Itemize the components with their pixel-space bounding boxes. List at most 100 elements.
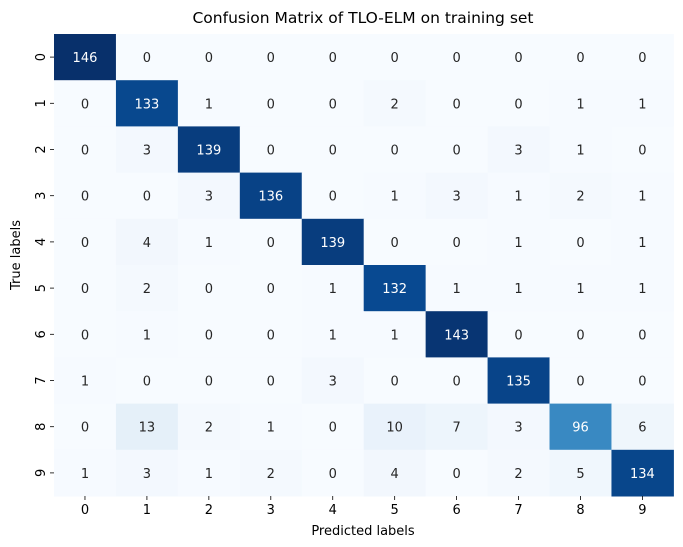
cell-value-label: 134 — [630, 467, 655, 482]
heatmap-cell — [239, 172, 303, 220]
y-tick-label: 0 — [34, 53, 49, 61]
cell-value-label: 132 — [382, 282, 407, 297]
y-tick-label: 5 — [34, 284, 49, 292]
heatmap-cell — [549, 449, 612, 497]
heatmap-cell — [54, 449, 117, 497]
heatmap-cell — [115, 357, 179, 405]
y-tick-label: 9 — [34, 469, 49, 477]
heatmap-cell — [549, 403, 612, 451]
cell-value-label: 0 — [81, 421, 89, 436]
cell-value-label: 96 — [572, 421, 589, 436]
heatmap-cell — [425, 311, 489, 358]
cell-value-label: 7 — [452, 421, 460, 436]
heatmap-cell — [177, 34, 241, 81]
heatmap-cell — [115, 311, 179, 358]
heatmap-cell — [301, 449, 365, 497]
heatmap-cell — [611, 80, 674, 127]
y-tick-label: 3 — [34, 192, 49, 200]
heatmap-cell — [487, 403, 551, 451]
cell-value-label: 1 — [143, 328, 151, 343]
heatmap-cell — [239, 34, 303, 81]
heatmap-cell — [301, 80, 365, 127]
cell-value-label: 1 — [638, 282, 646, 297]
heatmap-cell — [487, 265, 551, 312]
heatmap-cell — [177, 449, 241, 497]
x-tick-label: 4 — [329, 503, 337, 518]
y-axis-title: True labels — [9, 220, 24, 291]
heatmap-cell — [239, 357, 303, 405]
y-tick-label: 4 — [34, 238, 49, 246]
x-tick-label: 2 — [205, 503, 213, 518]
x-tick-label: 3 — [267, 503, 275, 518]
heatmap-cell — [363, 403, 427, 451]
heatmap-cell — [487, 80, 551, 127]
cell-value-label: 1 — [391, 190, 399, 205]
heatmap-cell — [301, 357, 365, 405]
cell-value-label: 0 — [576, 236, 584, 251]
heatmap-cell — [611, 172, 674, 220]
heatmap-cell — [363, 265, 427, 312]
cell-value-label: 0 — [267, 375, 275, 390]
cell-value-label: 3 — [514, 421, 522, 436]
cell-value-label: 0 — [329, 51, 337, 66]
heatmap-cell — [177, 172, 241, 220]
heatmap-cell — [239, 80, 303, 127]
cell-value-label: 0 — [267, 282, 275, 297]
x-tick-label: 9 — [638, 503, 646, 518]
cell-value-label: 2 — [576, 190, 584, 205]
heatmap-cell — [301, 34, 365, 81]
cell-value-label: 1 — [452, 282, 460, 297]
cell-value-label: 0 — [205, 375, 213, 390]
heatmap-cell — [487, 357, 551, 405]
cell-value-label: 0 — [638, 375, 646, 390]
y-tick-label: 8 — [34, 423, 49, 431]
heatmap-cell — [549, 357, 612, 405]
cell-value-label: 0 — [267, 51, 275, 66]
heatmap-cell — [425, 80, 489, 127]
heatmap-cell — [363, 126, 427, 174]
cell-value-label: 0 — [514, 328, 522, 343]
cell-value-label: 13 — [139, 421, 156, 436]
heatmap-cell — [54, 265, 117, 312]
heatmap-cell — [611, 265, 674, 312]
cell-value-label: 1 — [576, 97, 584, 112]
cell-value-label: 0 — [638, 144, 646, 159]
heatmap-cell — [177, 403, 241, 451]
cell-value-label: 1 — [576, 144, 584, 159]
heatmap-cell — [301, 403, 365, 451]
cell-value-label: 0 — [391, 144, 399, 159]
heatmap-cell — [363, 34, 427, 81]
cell-value-label: 0 — [81, 236, 89, 251]
cell-value-label: 0 — [452, 236, 460, 251]
heatmap-cell — [425, 34, 489, 81]
cell-value-label: 2 — [514, 467, 522, 482]
heatmap-cell — [549, 265, 612, 312]
cell-value-label: 1 — [81, 467, 89, 482]
y-tick-label: 2 — [34, 145, 49, 153]
heatmap-cell — [239, 311, 303, 358]
heatmap-cell — [363, 311, 427, 358]
cell-value-label: 2 — [143, 282, 151, 297]
cell-value-label: 133 — [134, 97, 159, 112]
cell-value-label: 0 — [329, 467, 337, 482]
heatmap-cell — [549, 34, 612, 81]
cell-value-label: 3 — [514, 144, 522, 159]
y-axis-ticks: 0 1 2 3 4 5 6 7 8 9 — [34, 53, 54, 477]
cell-value-label: 0 — [576, 375, 584, 390]
cell-value-label: 1 — [638, 236, 646, 251]
heatmap-cell — [549, 80, 612, 127]
heatmap-cell — [363, 357, 427, 405]
cell-value-label: 139 — [196, 144, 221, 159]
cell-value-label: 1 — [638, 97, 646, 112]
heatmap-cell — [239, 265, 303, 312]
heatmap-cell — [115, 403, 179, 451]
heatmap-cell — [54, 311, 117, 358]
heatmap-cell — [239, 218, 303, 266]
y-tick-label: 7 — [34, 376, 49, 384]
heatmap-cell — [177, 80, 241, 127]
cell-value-label: 1 — [81, 375, 89, 390]
heatmap-cell — [549, 172, 612, 220]
heatmap-cell — [425, 172, 489, 220]
cell-value-label: 0 — [143, 375, 151, 390]
cell-value-label: 3 — [329, 375, 337, 390]
